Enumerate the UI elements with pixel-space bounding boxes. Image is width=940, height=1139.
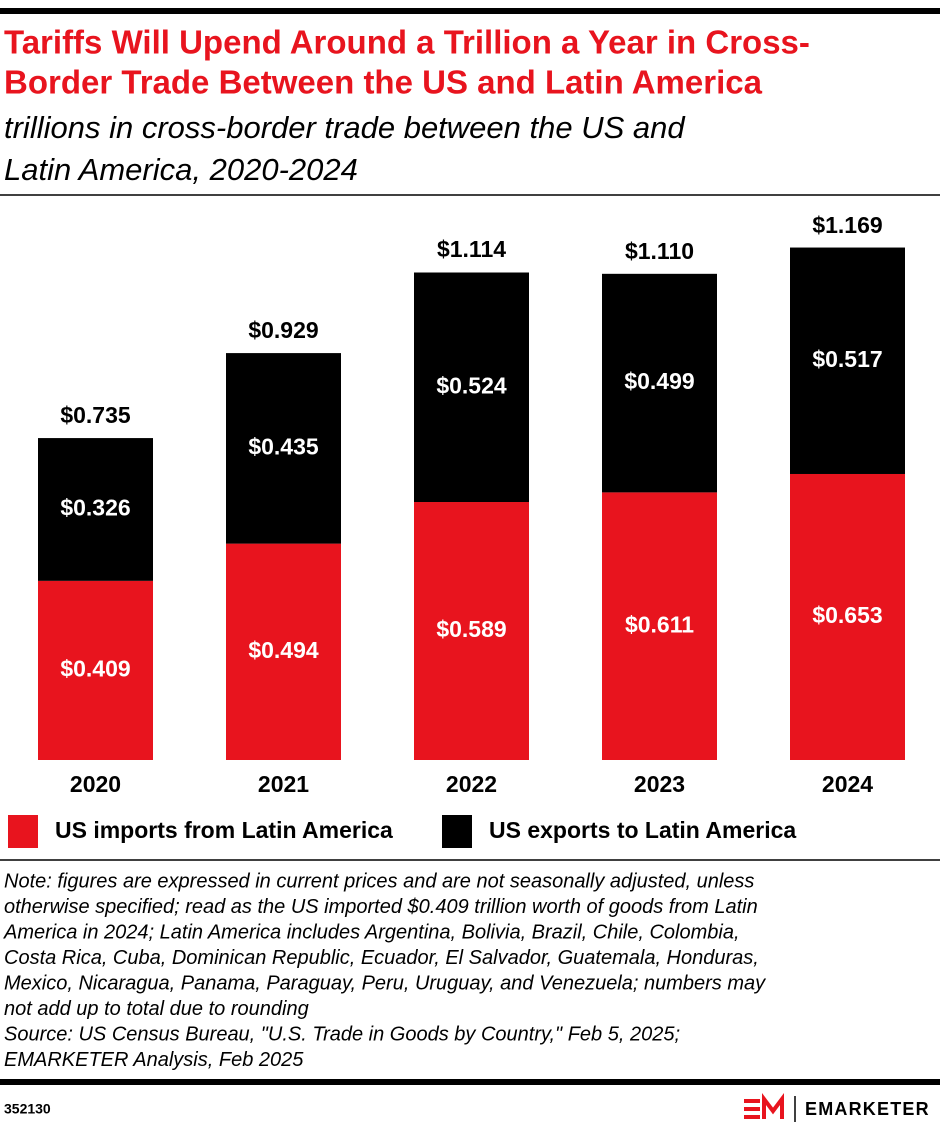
x-tick-label: 2024 xyxy=(822,771,873,797)
data-label: $0.517 xyxy=(812,346,882,372)
note-line: not add up to total due to rounding xyxy=(4,998,309,1020)
total-label: $1.169 xyxy=(812,212,882,238)
data-label: $0.589 xyxy=(436,616,506,642)
bar-segment xyxy=(226,543,341,760)
chart-subtitle: Latin America, 2020-2024 xyxy=(4,152,358,187)
legend-label: US exports to Latin America xyxy=(489,817,796,843)
note-line: Mexico, Nicaragua, Panama, Paraguay, Per… xyxy=(4,972,766,994)
bar-segment xyxy=(38,438,153,581)
bar-segment xyxy=(790,473,905,760)
bar-segment xyxy=(602,273,717,493)
chart-id: 352130 xyxy=(4,1101,51,1117)
bar-segment xyxy=(414,502,529,760)
logo xyxy=(744,1093,796,1122)
bar-segment xyxy=(414,272,529,503)
note-line: otherwise specified; read as the US impo… xyxy=(4,896,758,918)
chart-title: Tariffs Will Upend Around a Trillion a Y… xyxy=(4,24,810,61)
data-label: $0.494 xyxy=(248,637,319,663)
x-tick-label: 2023 xyxy=(634,771,685,797)
x-tick-label: 2021 xyxy=(258,771,309,797)
logo-m xyxy=(762,1093,784,1119)
note-line: America in 2024; Latin America includes … xyxy=(3,921,740,943)
legend-swatch xyxy=(8,815,38,848)
legend-swatch xyxy=(442,815,472,848)
chart-title: Border Trade Between the US and Latin Am… xyxy=(4,64,763,101)
top-rule xyxy=(0,8,940,14)
note-line: Note: figures are expressed in current p… xyxy=(4,870,754,892)
data-label: $0.524 xyxy=(436,372,507,398)
x-tick-label: 2022 xyxy=(446,771,497,797)
total-label: $0.735 xyxy=(60,402,131,428)
data-label: $0.653 xyxy=(812,602,882,628)
bar-segment xyxy=(602,492,717,760)
logo-bar xyxy=(744,1115,760,1119)
legend-label: US imports from Latin America xyxy=(55,817,393,843)
x-tick-label: 2020 xyxy=(70,771,121,797)
total-label: $0.929 xyxy=(248,317,318,343)
total-label: $1.110 xyxy=(625,238,694,264)
logo-bar xyxy=(744,1099,760,1103)
bar-segment xyxy=(226,353,341,544)
data-label: $0.409 xyxy=(60,656,130,682)
note-line: Source: US Census Bureau, "U.S. Trade in… xyxy=(4,1023,680,1045)
total-label: $1.114 xyxy=(437,236,506,262)
bar-segment xyxy=(38,580,153,760)
bar-segment xyxy=(790,247,905,474)
chart-subtitle: trillions in cross-border trade between … xyxy=(4,110,686,145)
note-line: EMARKETER Analysis, Feb 2025 xyxy=(4,1049,304,1071)
data-label: $0.611 xyxy=(625,611,694,637)
brand: EMARKETER xyxy=(805,1099,930,1119)
logo-bar xyxy=(744,1107,760,1111)
note-line: Costa Rica, Cuba, Dominican Republic, Ec… xyxy=(4,947,759,969)
data-label: $0.499 xyxy=(624,368,694,394)
bottom-rule xyxy=(0,1079,940,1085)
data-label: $0.326 xyxy=(60,495,130,521)
data-label: $0.435 xyxy=(248,433,319,459)
